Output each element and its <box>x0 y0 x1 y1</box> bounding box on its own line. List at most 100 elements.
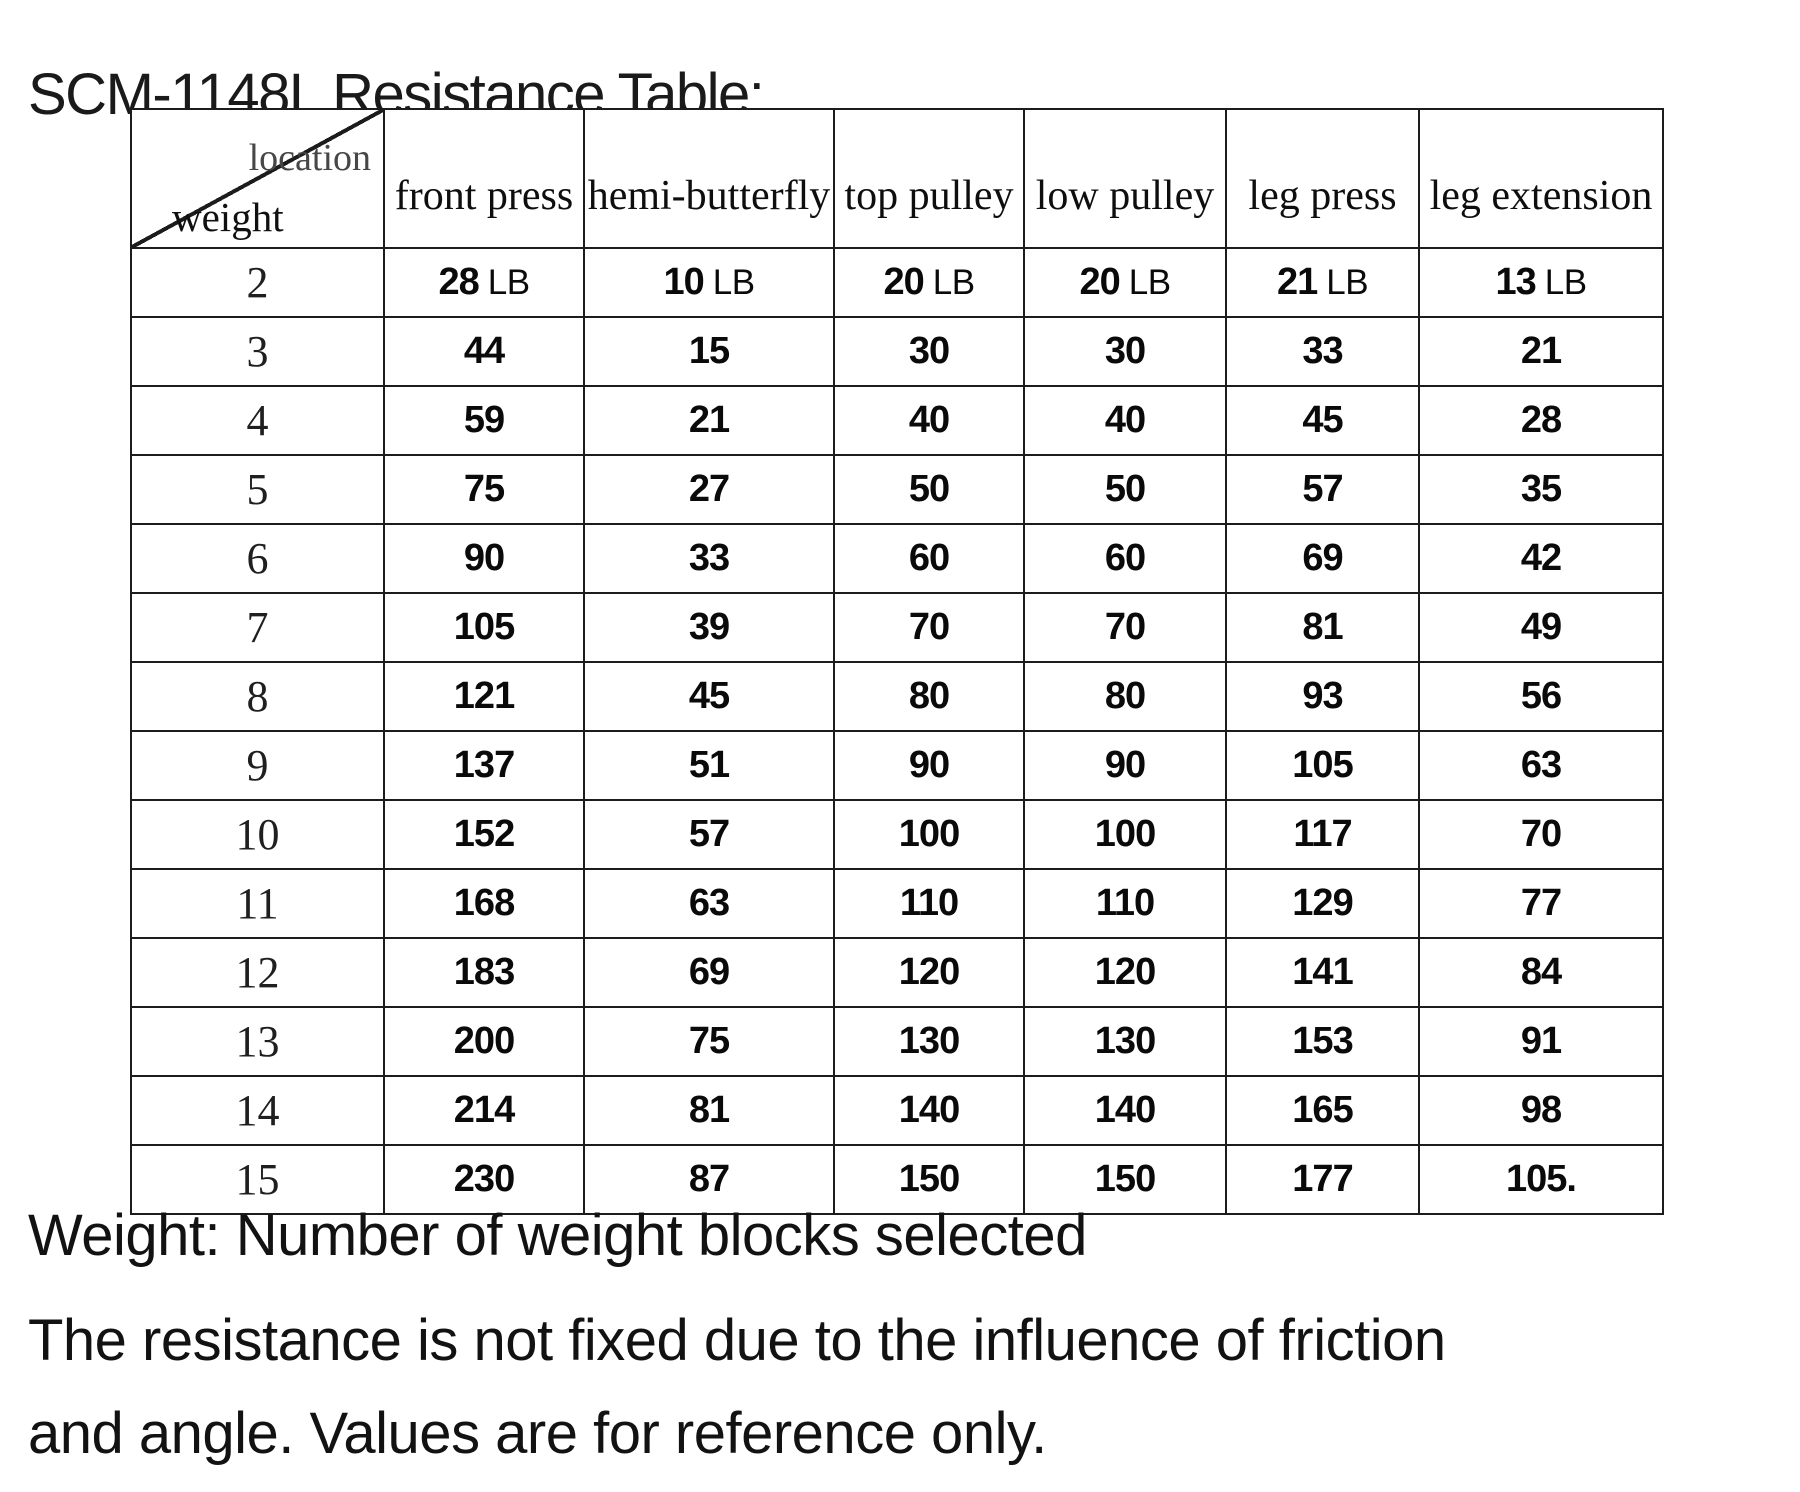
resistance-value: 45 <box>1302 399 1343 441</box>
value-cell: 117 <box>1225 799 1420 870</box>
resistance-value: 57 <box>688 813 730 855</box>
value-cell: 57 <box>583 799 835 870</box>
value-cell: 50 <box>833 454 1025 525</box>
resistance-value: 70 <box>908 606 950 648</box>
resistance-value: 75 <box>463 468 505 510</box>
resistance-value: 10 <box>663 261 704 303</box>
column-header-front-press: front press <box>383 108 585 249</box>
column-header-hemi-butterfly: hemi-butterfly <box>583 108 835 249</box>
resistance-value: 80 <box>1104 675 1146 717</box>
resistance-value: 129 <box>1292 882 1353 924</box>
value-cell: 50 <box>1023 454 1227 525</box>
weight-cell: 2 <box>130 247 385 318</box>
resistance-value: 214 <box>453 1089 515 1131</box>
value-cell: 20 LB <box>1023 247 1227 318</box>
value-cell: 140 <box>1023 1075 1227 1146</box>
value-cell: 110 <box>833 868 1025 939</box>
table-row: 10 152 57 100 100 117 70 <box>130 799 1664 870</box>
resistance-value: 63 <box>688 882 730 924</box>
value-cell: 90 <box>833 730 1025 801</box>
column-header-top-pulley: top pulley <box>833 108 1025 249</box>
value-cell: 21 <box>1418 316 1664 387</box>
value-cell: 168 <box>383 868 585 939</box>
value-cell: 77 <box>1418 868 1664 939</box>
note-weight-definition: Weight: Number of weight blocks selected <box>28 1203 1087 1268</box>
resistance-value: 130 <box>1094 1020 1156 1062</box>
resistance-value: 117 <box>1293 813 1352 855</box>
value-cell: 183 <box>383 937 585 1008</box>
resistance-value: 70 <box>1104 606 1146 648</box>
value-cell: 137 <box>383 730 585 801</box>
value-cell: 153 <box>1225 1006 1420 1077</box>
value-cell: 130 <box>833 1006 1025 1077</box>
value-cell: 80 <box>833 661 1025 732</box>
resistance-value: 51 <box>688 744 730 786</box>
resistance-value: 27 <box>688 468 730 510</box>
note-disclaimer-line1: The resistance is not fixed due to the i… <box>28 1308 1446 1373</box>
resistance-value: 35 <box>1520 468 1562 510</box>
weight-cell: 14 <box>130 1075 385 1146</box>
value-cell: 60 <box>1023 523 1227 594</box>
table-row: 8 121 45 80 80 93 56 <box>130 661 1664 732</box>
resistance-value: 57 <box>1302 468 1343 510</box>
value-cell: 40 <box>1023 385 1227 456</box>
resistance-value: 30 <box>1104 330 1146 372</box>
value-cell: 100 <box>833 799 1025 870</box>
value-cell: 15 <box>583 316 835 387</box>
resistance-value: 120 <box>898 951 960 993</box>
resistance-value: 63 <box>1520 744 1562 786</box>
value-cell: 105 <box>383 592 585 663</box>
resistance-value: 100 <box>1094 813 1156 855</box>
resistance-value: 153 <box>1292 1020 1353 1062</box>
value-cell: 42 <box>1418 523 1664 594</box>
resistance-value: 80 <box>908 675 950 717</box>
header-row: location weight front press hemi-butterf… <box>130 108 1664 249</box>
value-cell: 177 <box>1225 1144 1420 1215</box>
corner-cell: location weight <box>130 108 385 249</box>
table-row: 9 137 51 90 90 105 63 <box>130 730 1664 801</box>
corner-weight-label: weight <box>172 194 284 240</box>
value-cell: 150 <box>1023 1144 1227 1215</box>
value-cell: 33 <box>1225 316 1420 387</box>
value-cell: 30 <box>833 316 1025 387</box>
resistance-value: 183 <box>453 951 515 993</box>
weight-cell: 11 <box>130 868 385 939</box>
resistance-value: 59 <box>463 399 505 441</box>
resistance-value: 81 <box>1302 606 1343 648</box>
resistance-value: 21 <box>1520 330 1562 372</box>
weight-cell: 8 <box>130 661 385 732</box>
value-cell: 110 <box>1023 868 1227 939</box>
value-cell: 49 <box>1418 592 1664 663</box>
value-cell: 21 LB <box>1225 247 1420 318</box>
value-cell: 69 <box>1225 523 1420 594</box>
weight-cell: 13 <box>130 1006 385 1077</box>
resistance-value: 20 <box>1079 261 1120 303</box>
resistance-value: 42 <box>1520 537 1562 579</box>
value-cell: 91 <box>1418 1006 1664 1077</box>
resistance-value: 56 <box>1520 675 1562 717</box>
value-cell: 120 <box>1023 937 1227 1008</box>
table-row: 5 75 27 50 50 57 35 <box>130 454 1664 525</box>
resistance-value: 98 <box>1520 1089 1562 1131</box>
resistance-value: 39 <box>688 606 730 648</box>
value-cell: 75 <box>383 454 585 525</box>
resistance-value: 90 <box>463 537 505 579</box>
resistance-value: 60 <box>1104 537 1146 579</box>
table-body: 2 28 LB 10 LB 20 LB 20 LB 21 LB 13 LB 3 44 15 30 30 33 21 4 5… <box>130 247 1664 1215</box>
value-cell: 63 <box>583 868 835 939</box>
resistance-value: 140 <box>898 1089 960 1131</box>
resistance-value: 50 <box>1104 468 1146 510</box>
resistance-value: 77 <box>1520 882 1562 924</box>
value-cell: 152 <box>383 799 585 870</box>
column-header-low-pulley: low pulley <box>1023 108 1227 249</box>
resistance-value: 50 <box>908 468 950 510</box>
value-cell: 81 <box>583 1075 835 1146</box>
resistance-value: 200 <box>453 1020 515 1062</box>
table-row: 13 200 75 130 130 153 91 <box>130 1006 1664 1077</box>
resistance-value: 33 <box>1302 330 1343 372</box>
value-cell: 90 <box>1023 730 1227 801</box>
resistance-value: 69 <box>688 951 730 993</box>
value-cell: 140 <box>833 1075 1025 1146</box>
value-cell: 214 <box>383 1075 585 1146</box>
value-cell: 51 <box>583 730 835 801</box>
